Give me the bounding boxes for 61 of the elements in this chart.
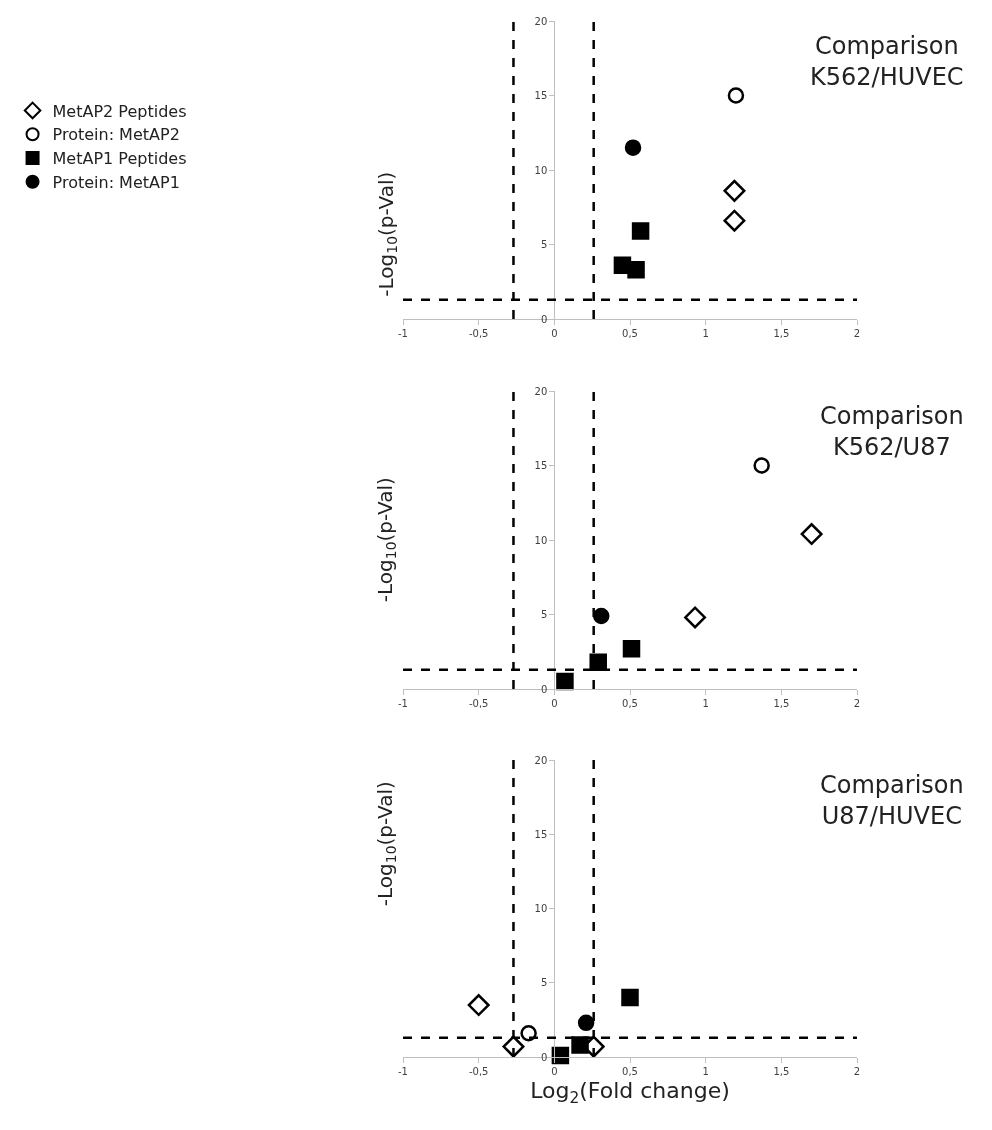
- x-tick-label: 0: [551, 698, 558, 709]
- point: [723, 179, 746, 202]
- y-tick-label: 15: [534, 90, 548, 101]
- point: [684, 606, 707, 629]
- point: [577, 1014, 595, 1032]
- point: [593, 607, 610, 625]
- x-tick-label: 0,5: [622, 698, 638, 709]
- point: [467, 994, 490, 1017]
- x-tick-label: -1: [398, 1066, 408, 1077]
- y-tick-label: 10: [534, 534, 548, 546]
- x-tick-label: 1: [702, 698, 709, 709]
- x-tick-label: -0,5: [468, 328, 489, 339]
- x-tick-label: 2: [853, 698, 861, 709]
- y-tick-label: 20: [534, 754, 548, 766]
- x-tick-label: -1: [398, 698, 408, 709]
- point: [631, 222, 650, 240]
- x-axis-title: Log$_{2}$(Fold change): [530, 1077, 730, 1107]
- legend-label: MetAP1 Peptides: [52, 149, 187, 169]
- x-tick-label: -0,5: [468, 1066, 489, 1077]
- annotation: Comparison K562/U87: [820, 402, 964, 462]
- annotation: Comparison K562/HUVEC: [810, 32, 964, 92]
- legend-label: Protein: MetAP1: [52, 173, 180, 193]
- point: [589, 653, 607, 671]
- annotation: Comparison U87/HUVEC: [820, 771, 964, 831]
- point: [571, 1036, 589, 1054]
- y-tick-label: 5: [540, 609, 548, 620]
- x-tick-label: 0,5: [622, 328, 638, 339]
- y-tick-label: 15: [534, 828, 548, 840]
- y-tick-label: 0: [540, 683, 548, 695]
- x-tick-label: 2: [853, 1066, 861, 1077]
- y-tick-label: 20: [534, 385, 548, 397]
- y-tick-label: 15: [534, 460, 548, 471]
- x-tick-label: 0: [551, 328, 558, 339]
- point: [723, 209, 746, 232]
- y-tick-label: 5: [540, 977, 548, 989]
- x-tick-label: 2: [853, 328, 861, 339]
- point: [622, 640, 641, 658]
- y-tick-label: 10: [534, 164, 548, 176]
- x-tick-label: 1: [702, 1066, 709, 1077]
- point: [727, 87, 745, 104]
- x-tick-label: 1,5: [773, 328, 790, 339]
- y-tick-label: 10: [534, 903, 548, 914]
- y-tick-label: 0: [540, 313, 548, 325]
- x-tick-label: 0,5: [622, 1066, 638, 1077]
- point: [800, 523, 823, 546]
- x-tick-label: -0,5: [468, 698, 489, 709]
- point: [621, 988, 639, 1007]
- point: [753, 457, 770, 474]
- legend-label: Protein: MetAP2: [52, 125, 180, 145]
- x-tick-label: 0: [551, 1066, 558, 1077]
- x-tick-label: 1,5: [773, 698, 790, 709]
- point: [627, 261, 645, 279]
- point: [624, 139, 642, 156]
- y-tick-label: 5: [540, 239, 548, 250]
- y-tick-label: 0: [540, 1051, 548, 1063]
- x-tick-label: 1: [702, 328, 709, 339]
- legend-label: MetAP2 Peptides: [52, 101, 187, 121]
- y-tick-label: 20: [534, 15, 548, 27]
- x-tick-label: -1: [398, 328, 408, 339]
- point: [556, 672, 574, 691]
- x-tick-label: 1,5: [773, 1066, 790, 1077]
